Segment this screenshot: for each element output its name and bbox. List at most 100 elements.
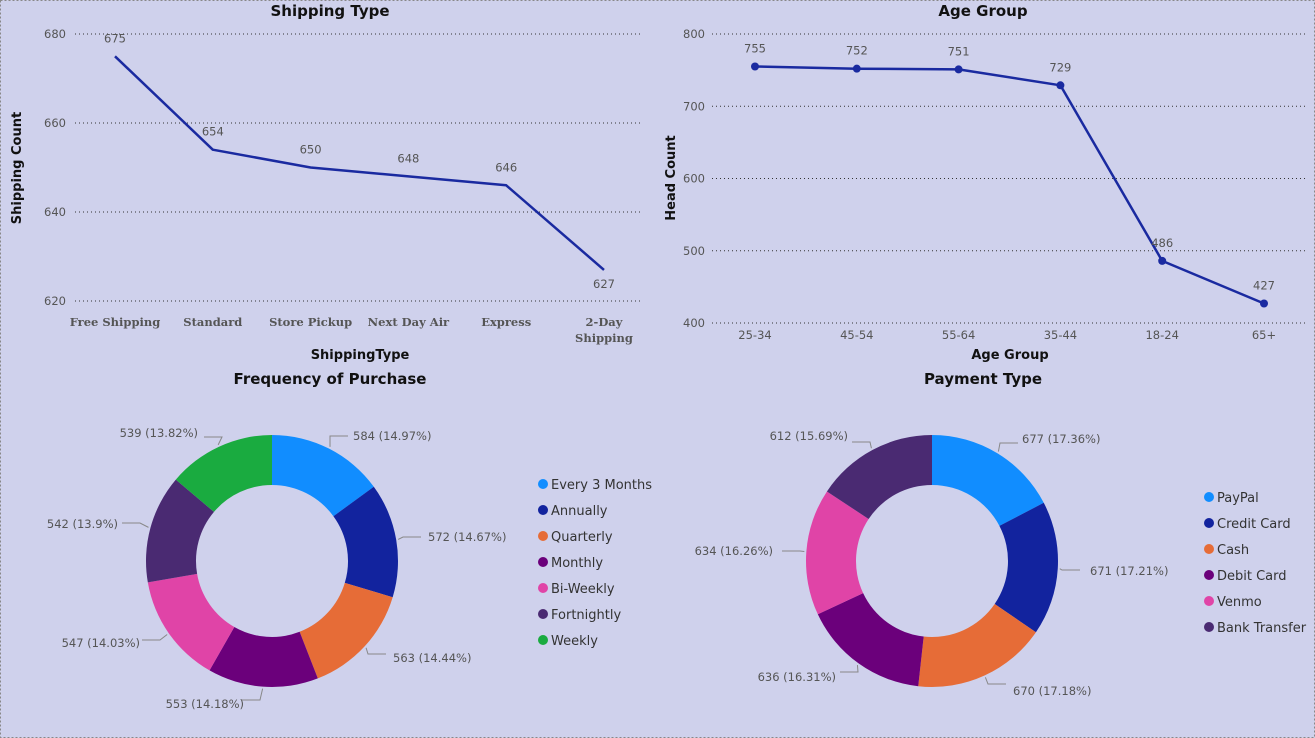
legend-marker <box>538 635 548 645</box>
y-axis-title: Head Count <box>664 135 679 221</box>
donut-slice <box>147 573 235 671</box>
leader-line <box>1059 568 1080 571</box>
chart-title: Frequency of Purchase <box>234 370 427 388</box>
data-label: 612 (15.69%) <box>770 429 848 443</box>
data-label: 553 (14.18%) <box>166 697 244 711</box>
data-label: 627 <box>593 277 615 291</box>
x-tick-label: 25-34 <box>738 328 771 342</box>
legend-marker <box>538 505 548 515</box>
donut-slice <box>806 491 869 615</box>
x-tick-label: 55-64 <box>942 328 975 342</box>
x-tick-label: Next Day Air <box>368 315 450 329</box>
legend-marker <box>538 609 548 619</box>
age-group-chart[interactable]: Age Group Head Count Age Group 400 500 600… <box>664 2 1308 363</box>
data-label: 572 (14.67%) <box>428 530 506 544</box>
chart-title: Payment Type <box>924 370 1042 388</box>
donut-slice <box>817 593 924 687</box>
series-line <box>114 55 605 271</box>
legend-label: Bi-Weekly <box>551 582 615 597</box>
legend-label: Cash <box>1217 543 1249 558</box>
data-label: 427 <box>1253 278 1275 292</box>
data-label: 675 <box>104 31 126 45</box>
legend-marker <box>1204 622 1214 632</box>
legend-label: Annually <box>551 504 608 519</box>
y-tick-label: 620 <box>44 294 66 308</box>
chart-title: Age Group <box>938 2 1027 20</box>
data-label: 634 (16.26%) <box>695 544 773 558</box>
data-label: 755 <box>744 42 766 56</box>
legend-marker <box>538 557 548 567</box>
data-label: 486 <box>1151 236 1173 250</box>
data-label: 751 <box>948 44 970 58</box>
payment-type-chart[interactable]: Payment Type 677 (17.36%) 671 (17.21%) 670… <box>695 370 1307 698</box>
y-tick-label: 400 <box>683 316 705 330</box>
data-label: 646 <box>495 160 517 174</box>
y-tick-label: 500 <box>683 244 705 258</box>
y-axis-title: Shipping Count <box>10 112 25 224</box>
x-tick-label: 18-24 <box>1145 328 1178 342</box>
data-label: 547 (14.03%) <box>62 636 140 650</box>
legend-marker <box>1204 492 1214 502</box>
leader-line <box>782 550 805 553</box>
legend-label: PayPal <box>1217 491 1259 506</box>
y-tick-label: 660 <box>44 116 66 130</box>
series-line <box>754 65 1265 305</box>
donut-slice <box>272 435 374 517</box>
y-tick-label: 640 <box>44 205 66 219</box>
legend-label: Quarterly <box>551 530 613 545</box>
data-label: 539 (13.82%) <box>120 426 198 440</box>
donut-slice <box>146 479 214 583</box>
legend-marker <box>1204 570 1214 580</box>
legend-label: Fortnightly <box>551 608 621 623</box>
leader-line <box>204 436 223 446</box>
leader-line <box>242 688 264 701</box>
x-tick-label: Free Shipping <box>70 315 161 329</box>
legend-label: Debit Card <box>1217 569 1287 584</box>
leader-line <box>365 647 386 655</box>
shipping-type-chart[interactable]: Shipping Type Shipping Count ShippingTyp… <box>10 2 643 363</box>
legend-label: Credit Card <box>1217 517 1291 532</box>
legend-label: Weekly <box>551 634 598 649</box>
leader-line <box>142 634 168 641</box>
donut-slice <box>826 435 932 520</box>
legend-marker <box>1204 596 1214 606</box>
data-label: 670 (17.18%) <box>1013 684 1091 698</box>
data-label: 563 (14.44%) <box>393 651 471 665</box>
data-label: 648 <box>397 151 419 165</box>
legend-marker <box>1204 544 1214 554</box>
leader-line <box>852 441 872 449</box>
x-axis-title: Age Group <box>971 348 1048 363</box>
data-label: 636 (16.31%) <box>758 670 836 684</box>
donut-slice <box>209 627 318 687</box>
donut-slice <box>175 435 272 512</box>
data-label: 542 (13.9%) <box>47 517 118 531</box>
donut-slice <box>932 435 1044 526</box>
data-point <box>1260 299 1268 308</box>
x-tick-label: 65+ <box>1252 328 1276 342</box>
data-label: 729 <box>1049 60 1071 74</box>
leader-line <box>840 664 859 673</box>
x-tick-label: Standard <box>183 315 242 329</box>
x-tick-label: 45-54 <box>840 328 873 342</box>
data-point <box>852 64 861 73</box>
y-tick-label: 700 <box>683 99 705 113</box>
data-label: 654 <box>202 125 224 139</box>
x-tick-label: Store Pickup <box>269 315 352 329</box>
legend-marker <box>1204 518 1214 528</box>
legend-label: Monthly <box>551 556 603 571</box>
donut-slice <box>333 486 399 598</box>
x-tick-label: 2-Day Shipping <box>575 315 633 345</box>
leader-line <box>122 522 149 528</box>
x-axis-title: ShippingType <box>311 348 410 363</box>
data-label: 650 <box>300 143 322 157</box>
y-tick-label: 600 <box>683 172 705 186</box>
legend-marker <box>538 479 548 489</box>
donut-slice <box>918 603 1036 687</box>
frequency-of-purchase-chart[interactable]: Frequency of Purchase 584 (14.97%) 572 (1… <box>47 370 652 711</box>
legend-label: Bank Transfer <box>1217 621 1307 636</box>
leader-line <box>997 442 1018 452</box>
legend-label: Every 3 Months <box>551 478 652 493</box>
x-tick-label: 35-44 <box>1044 328 1077 342</box>
donut-slice <box>299 582 393 679</box>
